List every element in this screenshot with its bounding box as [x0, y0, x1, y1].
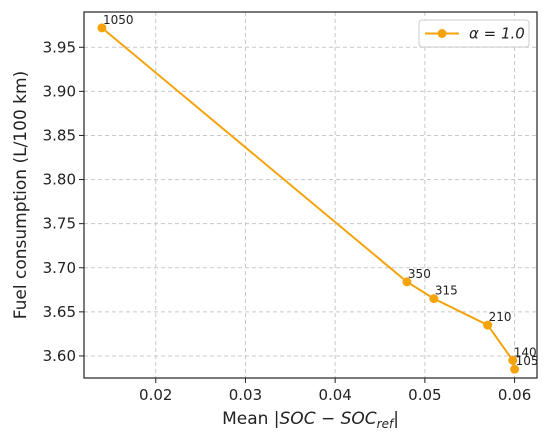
y-tick-label: 3.90 [43, 82, 76, 100]
y-tick-label: 3.80 [43, 171, 76, 189]
x-axis-title: Mean |SOC − SOCref| [222, 409, 399, 431]
x-axis-ticks: 0.02 0.03 0.04 0.05 0.06 [139, 378, 531, 404]
y-axis-ticks: 3.60 3.65 3.70 3.75 3.80 3.85 3.90 3.95 [43, 38, 84, 365]
y-tick-label: 3.65 [43, 303, 76, 321]
series-line [101, 27, 516, 370]
legend-label: α = 1.0 [469, 25, 525, 43]
x-tick-label: 0.02 [139, 386, 172, 404]
grid [84, 12, 537, 378]
legend: α = 1.0 [418, 19, 530, 48]
y-tick-label: 3.95 [43, 38, 76, 56]
x-tick-label: 0.03 [229, 386, 262, 404]
data-label: 105 [516, 354, 539, 368]
data-label: 1050 [103, 13, 134, 27]
series-line-layer [101, 27, 516, 370]
data-points [97, 23, 520, 374]
y-tick-label: 3.75 [43, 215, 76, 233]
data-label: 350 [408, 267, 431, 281]
data-point [508, 355, 518, 365]
data-label: 210 [489, 310, 512, 324]
y-tick-label: 3.60 [43, 347, 76, 365]
data-point [402, 277, 412, 287]
data-point [97, 23, 107, 33]
data-point [429, 294, 439, 304]
y-axis-title: Fuel consumption (L/100 km) [11, 71, 31, 319]
plot-frame [83, 11, 538, 379]
legend-marker [437, 29, 447, 38]
y-tick-label: 3.70 [43, 259, 76, 277]
data-point [510, 364, 520, 374]
data-label: 315 [435, 284, 458, 298]
data-point [483, 320, 493, 330]
y-tick-label: 3.85 [43, 126, 76, 144]
x-tick-label: 0.04 [318, 386, 351, 404]
legend-box [418, 19, 530, 48]
x-tick-label: 0.05 [408, 386, 441, 404]
data-label: 140 [514, 345, 537, 359]
x-tick-label: 0.06 [498, 386, 531, 404]
